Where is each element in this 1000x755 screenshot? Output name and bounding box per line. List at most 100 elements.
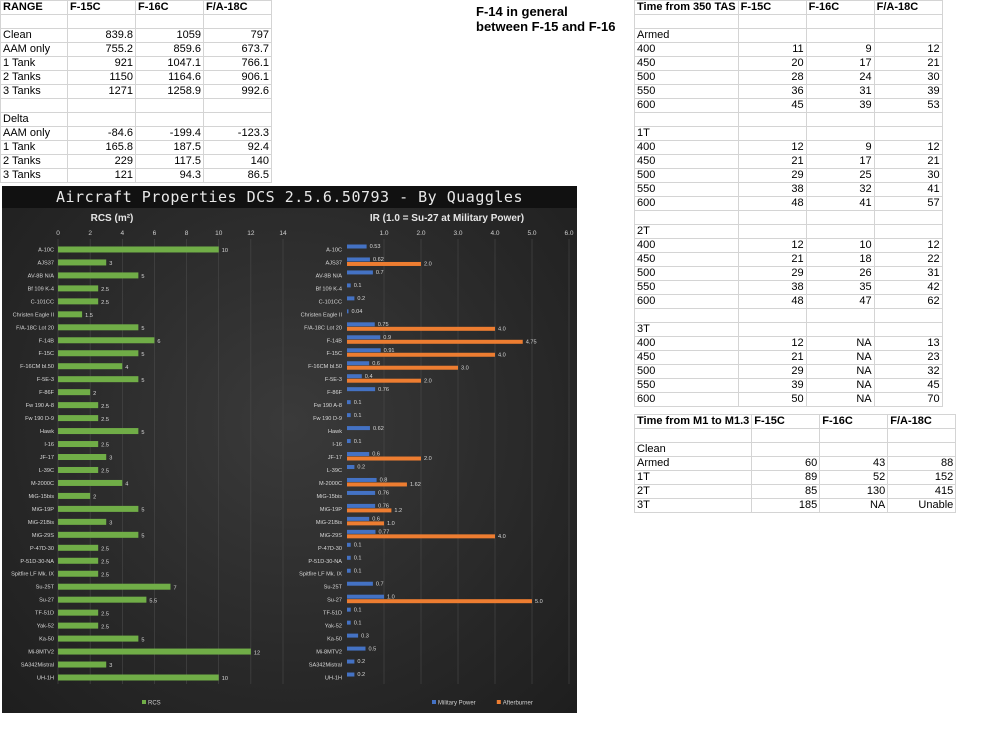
table-cell[interactable] [203,98,272,113]
table-cell[interactable]: F/A-18C [203,0,272,15]
table-cell[interactable] [737,210,807,225]
table-cell[interactable]: 38 [737,182,807,197]
table-cell[interactable]: AAM only [0,126,68,141]
table-cell[interactable]: 415 [887,484,957,499]
table-cell[interactable]: 29 [737,168,807,183]
table-cell[interactable]: 2 Tanks [0,154,68,169]
table-cell[interactable]: 600 [634,294,739,309]
table-cell[interactable]: Unable [887,498,957,513]
table-cell[interactable]: 600 [634,98,739,113]
table-cell[interactable]: 86.5 [203,168,272,183]
table-cell[interactable]: 1 Tank [0,56,68,71]
table-cell[interactable]: 39 [737,378,807,393]
table-cell[interactable]: 3T [634,322,739,337]
table-cell[interactable]: 36 [737,84,807,99]
table-cell[interactable]: 9 [805,140,875,155]
table-cell[interactable]: F-16C [135,0,204,15]
table-cell[interactable]: 11 [737,42,807,57]
table-cell[interactable]: 1047.1 [135,56,204,71]
table-cell[interactable]: 187.5 [135,140,204,155]
table-cell[interactable]: 1150 [67,70,136,85]
table-cell[interactable]: 2T [633,484,753,499]
table-cell[interactable]: 42 [873,280,943,295]
table-cell[interactable]: 41 [805,196,875,211]
table-cell[interactable]: 92.4 [203,140,272,155]
table-cell[interactable]: NA [805,378,875,393]
table-cell[interactable]: 12 [873,238,943,253]
table-cell[interactable]: 38 [737,280,807,295]
table-cell[interactable]: 24 [805,70,875,85]
table-cell[interactable] [819,442,889,457]
table-cell[interactable]: F-16C [819,414,889,429]
table-cell[interactable] [737,14,807,29]
table-cell[interactable]: 30 [873,70,943,85]
table-cell[interactable] [67,98,136,113]
table-cell[interactable]: 89 [751,470,821,485]
table-cell[interactable]: 2 Tanks [0,70,68,85]
table-cell[interactable]: Time from M1 to M1.3 [633,414,753,429]
table-cell[interactable]: 117.5 [135,154,204,169]
table-cell[interactable]: Armed [633,456,753,471]
table-cell[interactable] [805,322,875,337]
table-cell[interactable] [873,126,943,141]
table-cell[interactable] [873,322,943,337]
table-cell[interactable]: 500 [634,70,739,85]
table-cell[interactable]: 31 [873,266,943,281]
table-cell[interactable] [819,428,889,443]
table-cell[interactable]: 88 [887,456,957,471]
table-cell[interactable]: 130 [819,484,889,499]
table-cell[interactable]: 28 [737,70,807,85]
table-cell[interactable]: 12 [873,42,943,57]
table-cell[interactable]: 400 [634,238,739,253]
table-cell[interactable]: Clean [0,28,68,43]
table-cell[interactable]: 400 [634,336,739,351]
table-cell[interactable] [873,28,943,43]
table-cell[interactable]: 12 [737,140,807,155]
table-cell[interactable]: 165.8 [67,140,136,155]
table-cell[interactable] [633,428,753,443]
table-cell[interactable] [67,112,136,127]
table-cell[interactable] [805,14,875,29]
table-cell[interactable]: 35 [805,280,875,295]
table-cell[interactable] [0,14,68,29]
table-cell[interactable]: 450 [634,350,739,365]
table-cell[interactable]: 450 [634,252,739,267]
table-cell[interactable]: F-16C [805,0,875,15]
table-cell[interactable]: 140 [203,154,272,169]
table-cell[interactable]: 1 Tank [0,140,68,155]
table-cell[interactable] [805,308,875,323]
table-cell[interactable]: 94.3 [135,168,204,183]
table-cell[interactable]: 152 [887,470,957,485]
table-cell[interactable]: F/A-18C [887,414,957,429]
table-cell[interactable]: 23 [873,350,943,365]
table-cell[interactable]: 3T [633,498,753,513]
table-cell[interactable]: 48 [737,196,807,211]
table-cell[interactable] [873,14,943,29]
table-cell[interactable] [634,210,739,225]
table-cell[interactable] [135,14,204,29]
table-cell[interactable]: 21 [737,154,807,169]
table-cell[interactable]: 32 [873,364,943,379]
table-cell[interactable] [737,308,807,323]
table-cell[interactable] [203,14,272,29]
table-cell[interactable] [135,112,204,127]
table-cell[interactable]: 500 [634,168,739,183]
table-cell[interactable]: NA [805,350,875,365]
table-cell[interactable] [0,98,68,113]
table-cell[interactable]: 550 [634,84,739,99]
table-cell[interactable] [751,428,821,443]
table-cell[interactable]: 12 [737,238,807,253]
table-cell[interactable]: 755.2 [67,42,136,57]
table-cell[interactable]: 12 [873,140,943,155]
table-cell[interactable]: NA [805,392,875,407]
table-cell[interactable]: 17 [805,56,875,71]
table-cell[interactable]: AAM only [0,42,68,57]
table-cell[interactable]: 48 [737,294,807,309]
table-cell[interactable]: 839.8 [67,28,136,43]
table-cell[interactable] [887,442,957,457]
table-cell[interactable] [805,112,875,127]
table-cell[interactable]: 3 Tanks [0,168,68,183]
table-cell[interactable]: 859.6 [135,42,204,57]
table-cell[interactable]: NA [805,364,875,379]
table-cell[interactable]: 1T [633,470,753,485]
